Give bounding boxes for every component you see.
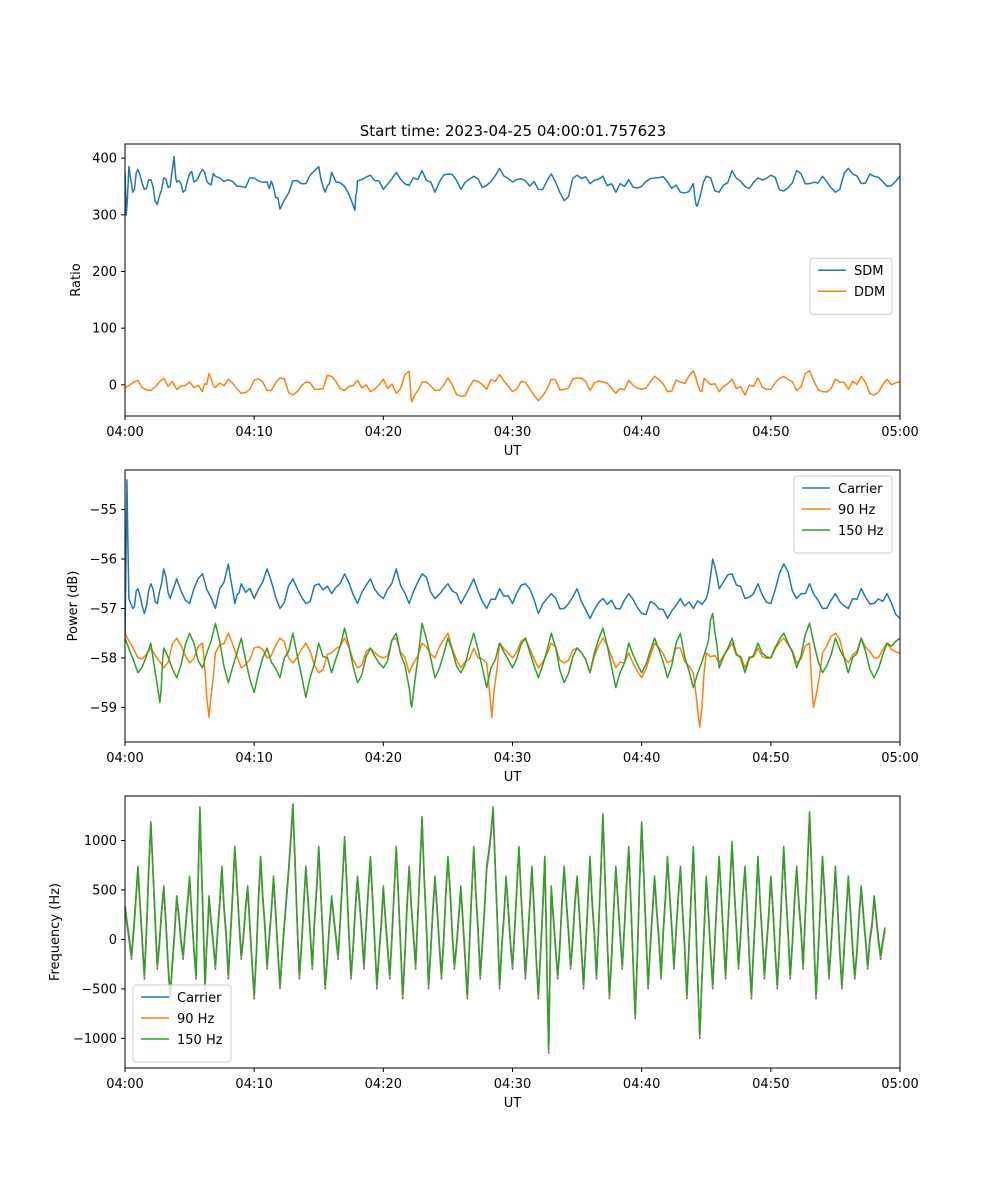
legend: SDM DDM xyxy=(809,257,893,315)
series-line-carrier xyxy=(125,479,900,639)
legend-label: SDM xyxy=(854,264,883,279)
x-tick-label: 04:10 xyxy=(235,425,272,440)
legend-label: Carrier xyxy=(177,991,222,1006)
series-line-150-hz xyxy=(125,803,886,1050)
x-tick-label: 04:50 xyxy=(752,425,789,440)
x-tick-label: 04:20 xyxy=(365,751,402,766)
y-tick-label: −1000 xyxy=(73,1032,117,1047)
y-tick-label: 100 xyxy=(92,322,117,337)
series-line-sdm xyxy=(125,155,900,216)
x-tick-label: 04:00 xyxy=(106,751,143,766)
series-group xyxy=(125,803,886,1054)
y-tick-label: −59 xyxy=(90,701,117,716)
x-tick-label: 04:10 xyxy=(235,1077,272,1092)
legend: Carrier 90 Hz 150 Hz xyxy=(132,984,232,1063)
x-tick-label: 04:30 xyxy=(494,751,531,766)
x-axis-label: UT xyxy=(504,770,522,785)
legend-label: 150 Hz xyxy=(838,524,884,539)
legend-box xyxy=(809,257,893,315)
chart-panel-1: 04:00 04:10 04:20 04:30 04:40 04:50 05:00 0 100 2… xyxy=(69,143,919,459)
y-tick-label: −58 xyxy=(90,651,117,666)
x-tick-label: 04:30 xyxy=(494,425,531,440)
series-line-150-hz xyxy=(125,612,900,709)
x-tick-label: 04:40 xyxy=(623,751,660,766)
x-tick-label: 04:50 xyxy=(752,1077,789,1092)
legend: Carrier 90 Hz 150 Hz xyxy=(793,475,893,554)
legend-label: 90 Hz xyxy=(838,503,875,518)
y-tick-label: −56 xyxy=(90,553,117,568)
y-axis-label: Frequency (Hz) xyxy=(48,883,63,981)
x-tick-label: 05:00 xyxy=(881,751,918,766)
x-tick-label: 04:40 xyxy=(623,425,660,440)
axes-frame xyxy=(124,143,901,417)
y-tick-label: 0 xyxy=(109,933,117,948)
x-tick-label: 04:10 xyxy=(235,751,272,766)
y-tick-label: 500 xyxy=(92,883,117,898)
x-tick-label: 04:30 xyxy=(494,1077,531,1092)
series-line-ddm xyxy=(125,369,900,403)
y-tick-label: −500 xyxy=(81,982,117,997)
y-axis-label: Power (dB) xyxy=(66,571,81,642)
y-tick-label: 0 xyxy=(109,378,117,393)
legend-label: DDM xyxy=(854,285,885,300)
legend-box xyxy=(132,984,232,1063)
y-tick-label: 200 xyxy=(92,265,117,280)
x-axis-label: UT xyxy=(504,444,522,459)
axes-frame xyxy=(124,795,901,1069)
chart-panel-3: 04:00 04:10 04:20 04:30 04:40 04:50 05:00 −1000… xyxy=(48,795,919,1111)
x-tick-label: 04:20 xyxy=(365,1077,402,1092)
x-tick-label: 04:40 xyxy=(623,1077,660,1092)
x-tick-label: 04:00 xyxy=(106,425,143,440)
legend-label: 150 Hz xyxy=(177,1033,223,1048)
series-group xyxy=(125,155,900,403)
y-tick-label: 400 xyxy=(92,152,117,167)
legend-label: Carrier xyxy=(838,482,883,497)
x-tick-label: 05:00 xyxy=(881,425,918,440)
y-axis-label: Ratio xyxy=(69,263,84,296)
y-tick-label: 1000 xyxy=(84,834,117,849)
x-axis-label: UT xyxy=(504,1096,522,1111)
series-group xyxy=(125,479,900,728)
y-tick-label: 300 xyxy=(92,208,117,223)
series-line-90-hz xyxy=(125,632,900,728)
y-tick-label: −57 xyxy=(90,602,117,617)
y-tick-label: −55 xyxy=(90,503,117,518)
axes-frame xyxy=(124,469,901,743)
figure-title: Start time: 2023-04-25 04:00:01.757623 xyxy=(360,122,666,140)
x-tick-label: 04:00 xyxy=(106,1077,143,1092)
legend-label: 90 Hz xyxy=(177,1012,214,1027)
x-tick-label: 05:00 xyxy=(881,1077,918,1092)
legend-box xyxy=(793,475,893,554)
x-tick-label: 04:50 xyxy=(752,751,789,766)
chart-panel-2: 04:00 04:10 04:20 04:30 04:40 04:50 05:00 −59 −5… xyxy=(66,469,919,785)
x-tick-label: 04:20 xyxy=(365,425,402,440)
